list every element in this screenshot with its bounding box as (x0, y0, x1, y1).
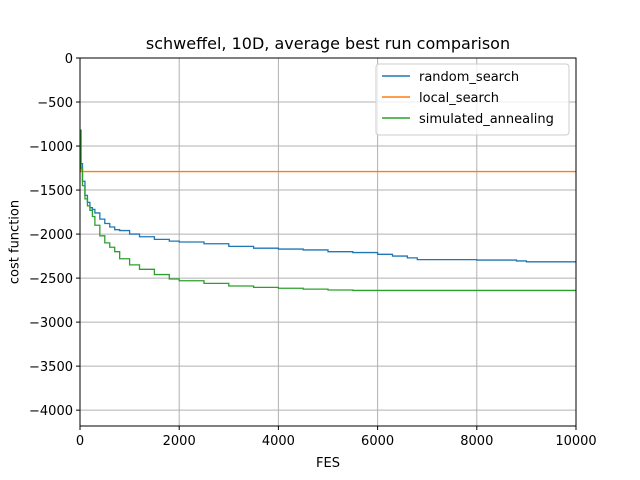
legend: random_search local_search simulated_annea… (375, 63, 570, 136)
axis-ticks: 0 2000 4000 6000 8000 10000 0 −500 −1000 −1500 −20… (29, 52, 597, 449)
series-lines (79, 129, 576, 292)
y-axis-label: cost function (8, 200, 23, 284)
y-tick-label: −500 (37, 96, 73, 111)
x-tick-label: 8000 (460, 434, 493, 449)
y-tick-label: −1000 (29, 140, 73, 155)
series-line-random-search (80, 129, 576, 263)
legend-label: simulated_annealing (419, 112, 554, 127)
y-tick-label: −2000 (29, 228, 73, 243)
y-tick-label: 0 (65, 52, 73, 67)
x-tick-label: 0 (76, 434, 84, 449)
y-tick-label: −3000 (29, 316, 73, 331)
legend-box (375, 63, 570, 136)
x-tick-label: 6000 (361, 434, 394, 449)
y-tick-label: −1500 (29, 184, 73, 199)
y-tick-label: −4000 (29, 404, 73, 419)
x-tick-label: 2000 (163, 434, 196, 449)
series-line-local-search (79, 149, 576, 173)
x-tick-label: 10000 (555, 434, 596, 449)
chart-title: schweffel, 10D, average best run compari… (146, 34, 510, 53)
x-axis-label: FES (316, 456, 340, 471)
plot-frame (79, 57, 577, 427)
series-line-simulated-annealing (80, 129, 576, 292)
y-tick-label: −3500 (29, 360, 73, 375)
y-tick-label: −2500 (29, 272, 73, 287)
legend-label: random_search (419, 70, 519, 85)
x-tick-label: 4000 (262, 434, 295, 449)
legend-label: local_search (419, 91, 499, 106)
